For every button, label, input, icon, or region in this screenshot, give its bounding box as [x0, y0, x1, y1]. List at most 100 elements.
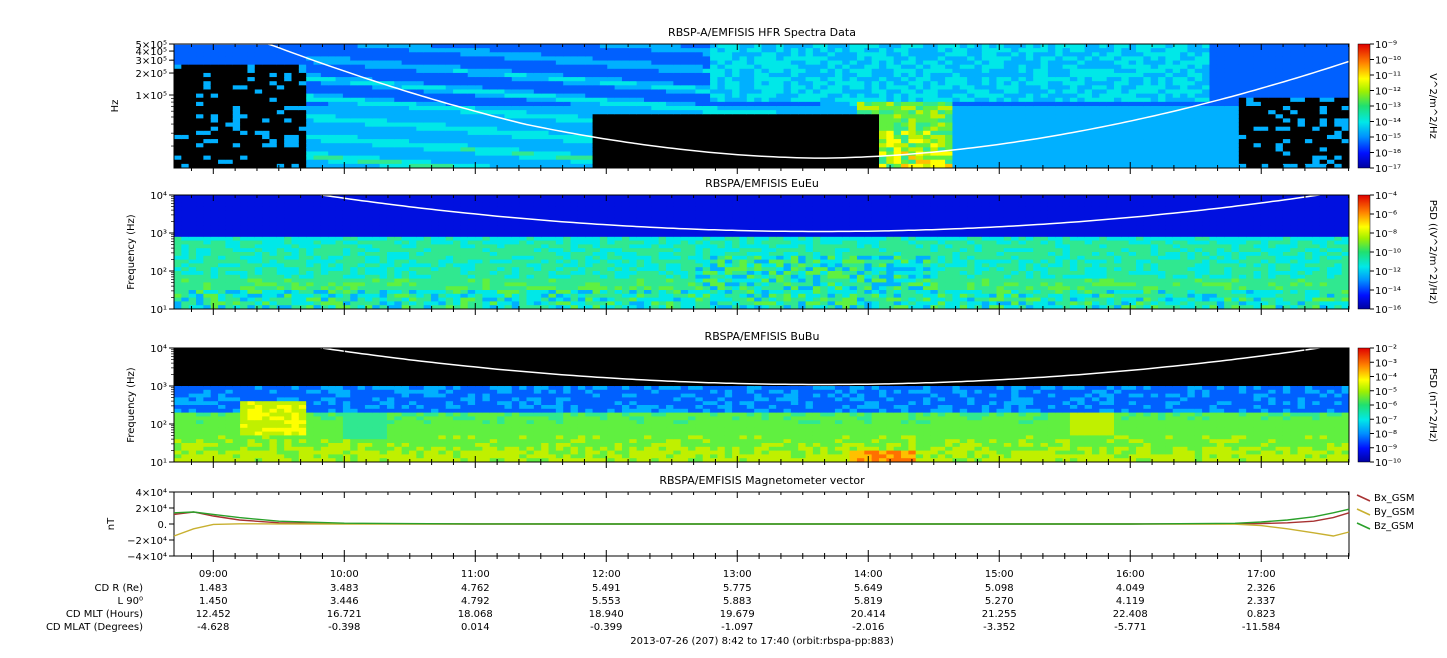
- spectrogram-cell: [1231, 52, 1240, 57]
- spectrogram-cell: [592, 77, 601, 82]
- spectrogram-cell: [996, 48, 1005, 53]
- spectrogram-cell: [901, 134, 909, 140]
- spectrogram-cell: [1297, 118, 1306, 124]
- spectrogram-cell: [174, 233, 182, 238]
- spectrogram-cell: [1312, 139, 1321, 144]
- spectrogram-cell: [284, 143, 293, 148]
- spectrogram-cell: [967, 134, 976, 140]
- spectrogram-cell: [453, 64, 461, 70]
- spectrogram-cell: [1165, 85, 1174, 91]
- spectrogram-cell: [276, 122, 285, 128]
- spectrogram-cell: [188, 147, 197, 153]
- spectrogram-cell: [232, 93, 241, 99]
- spectrogram-cell: [254, 130, 263, 136]
- spectrogram-cell: [607, 97, 616, 103]
- spectrogram-cell: [1062, 143, 1071, 148]
- spectrogram-cell: [174, 159, 182, 165]
- spectrogram-cell: [460, 93, 469, 99]
- spectrogram-cell: [1099, 151, 1108, 157]
- spectrogram-cell: [695, 151, 704, 157]
- spectrogram-cell: [967, 68, 976, 74]
- spectrogram-cell: [1150, 81, 1159, 86]
- spectrogram-cell: [467, 68, 476, 74]
- spectrogram-cell: [761, 85, 770, 91]
- spectrogram-cell: [453, 48, 461, 53]
- spectrogram-cell: [313, 52, 322, 57]
- spectrogram-cell: [805, 163, 814, 168]
- spectrogram-cell: [989, 97, 998, 103]
- spectrogram-cell: [577, 68, 586, 74]
- spectrogram-cell: [313, 81, 322, 86]
- spectrogram-cell: [1069, 122, 1078, 128]
- spectrogram-cell: [981, 130, 990, 136]
- spectrogram-cell: [1319, 163, 1328, 168]
- spectrogram-cell: [504, 143, 513, 148]
- spectrogram-cell: [1202, 68, 1211, 74]
- spectrogram-cell: [893, 110, 902, 115]
- spectrogram-cell: [1290, 143, 1299, 148]
- spectrogram-cell: [856, 60, 865, 66]
- spectrogram-cell: [754, 130, 763, 136]
- spectrogram-cell: [1334, 89, 1343, 95]
- spectrogram-cell: [871, 151, 880, 157]
- spectrogram-cell: [901, 122, 909, 128]
- spectrogram-cell: [717, 122, 726, 128]
- spectrogram-cell: [688, 85, 696, 91]
- spectrogram-cell: [680, 126, 689, 132]
- spectrogram-cell: [1194, 126, 1203, 132]
- spectrogram-cell: [1304, 52, 1313, 57]
- spectrogram-cell: [570, 56, 579, 62]
- spectrogram-cell: [1018, 106, 1027, 111]
- spectrogram-cell: [548, 60, 557, 66]
- spectrogram-cell: [739, 110, 748, 115]
- spectrogram-cell: [1143, 139, 1152, 144]
- spectrogram-cell: [798, 118, 807, 124]
- spectrogram-cell: [1312, 48, 1321, 53]
- spectrogram-cell: [856, 77, 865, 82]
- spectrogram-cell: [1231, 151, 1240, 157]
- spectrogram-cell: [864, 143, 873, 148]
- spectrogram-cell: [372, 81, 381, 86]
- spectrogram-cell: [798, 126, 807, 132]
- spectrogram-cell: [879, 97, 887, 103]
- spectrogram-cell: [467, 143, 476, 148]
- spectrogram-cell: [291, 126, 300, 132]
- spectrogram-cell: [431, 122, 439, 128]
- spectrogram-cell: [482, 60, 491, 66]
- spectrogram-cell: [1282, 147, 1291, 153]
- spectrogram-cell: [342, 122, 351, 128]
- spectrogram-cell: [974, 118, 983, 124]
- spectrogram-cell: [438, 89, 447, 95]
- spectrogram-cell: [776, 159, 785, 165]
- spectrogram-cell: [409, 85, 417, 91]
- spectrogram-cell: [1114, 163, 1122, 168]
- spectrogram-cell: [247, 151, 256, 157]
- spectrogram-cell: [218, 52, 226, 57]
- spectrogram-cell: [1297, 114, 1306, 119]
- spectrogram-cell: [313, 85, 322, 91]
- spectrogram-cell: [232, 147, 241, 153]
- spectrogram-cell: [467, 56, 476, 62]
- spectrogram-cell: [1231, 72, 1240, 78]
- spectrogram-cell: [1143, 118, 1152, 124]
- spectrogram-cell: [276, 106, 285, 111]
- spectrogram-cell: [504, 81, 513, 86]
- spectrogram-cell: [695, 110, 704, 115]
- spectrogram-cell: [849, 101, 858, 107]
- spectrogram-cell: [533, 155, 542, 161]
- spectrogram-cell: [629, 147, 638, 153]
- spectrogram-cell: [306, 159, 315, 165]
- spectrogram-cell: [379, 89, 388, 95]
- spectrogram-cell: [1136, 68, 1144, 74]
- spectrogram-cell: [1253, 72, 1262, 78]
- spectrogram-cell: [386, 101, 395, 107]
- spectrogram-cell: [489, 72, 498, 78]
- spectrogram-cell: [1209, 72, 1218, 78]
- spectrogram-cell: [196, 147, 204, 153]
- spectrogram-cell: [798, 139, 807, 144]
- spectrogram-cell: [1069, 118, 1078, 124]
- spectrogram-cell: [989, 93, 998, 99]
- spectrogram-cell: [357, 134, 366, 140]
- spectrogram-cell: [1040, 122, 1049, 128]
- spectrogram-cell: [768, 60, 777, 66]
